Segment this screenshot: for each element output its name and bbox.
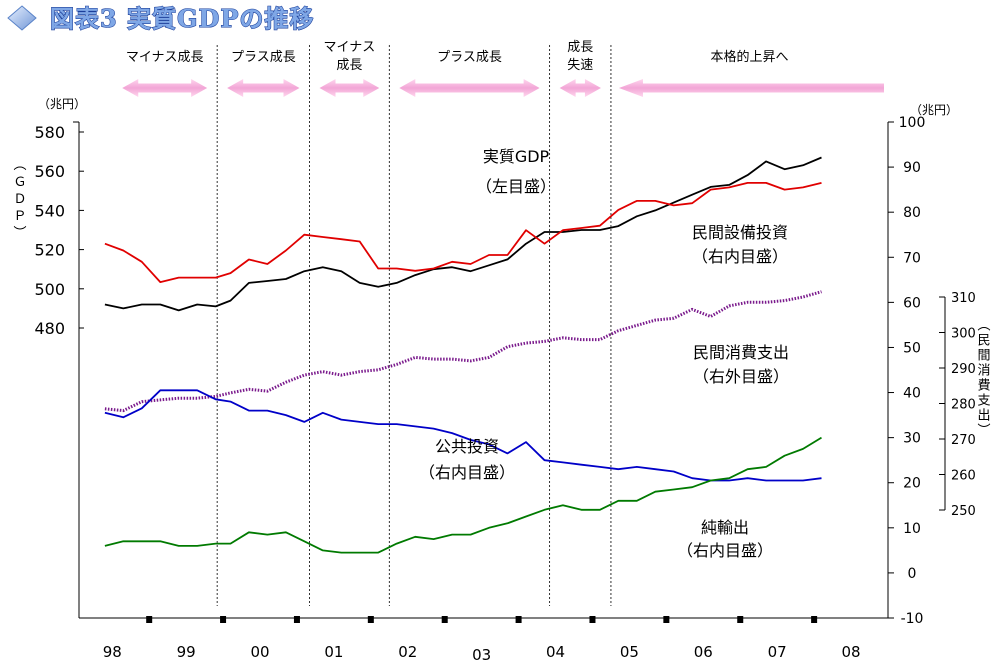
phase-label: 本格的上昇へ [710,49,788,65]
phase-arrow [122,79,208,97]
right-inner-tick-label: 0 [908,566,917,582]
phase-label: マイナス [324,40,376,55]
series-line-2 [104,290,822,413]
phase-arrow [227,79,300,97]
x-period-marker [441,616,448,623]
x-tick-label: 07 [768,643,787,660]
x-tick-label: 00 [250,643,269,660]
x-period-marker [811,616,818,623]
x-period-marker [515,616,522,623]
phase-label: マイナス成長 [126,50,204,65]
series-label-sub: （右内目盛） [692,247,788,266]
left-y-unit: （兆円） [38,97,86,111]
phase-label-line2: 失速 [567,58,593,73]
series-line-1 [104,181,822,284]
series-layer [104,156,822,554]
series-label: 実質GDP [483,147,550,166]
right-inner-tick-label: -10 [901,611,924,627]
series-label: 純輸出 [701,518,749,537]
right-outer-tick-label: 310 [951,291,976,306]
series-label-sub: （左目盛） [476,177,556,196]
right-inner-tick-label: 70 [903,250,921,266]
phase-arrow [618,79,884,97]
right-outer-tick-label: 280 [951,398,976,413]
left-y-tick-label: 540 [34,201,65,220]
right-inner-tick-label: 20 [903,476,921,492]
right-inner-tick-label: 90 [903,160,921,176]
right-inner-tick-label: 40 [903,386,921,402]
x-tick-label: 01 [324,643,343,660]
left-y-tick-label: 500 [34,280,65,299]
x-period-marker [663,616,670,623]
x-period-marker [220,616,227,623]
right-outer-tick-label: 250 [951,504,976,519]
right-outer-tick-label: 260 [951,469,976,484]
label-layer: 実質GDP （左目盛） 民間設備投資 （右内目盛） 民間消費支出 （右外目盛） 公共投資 （右… [419,147,789,560]
left-y-axis-title: （ＧＤＰ） [11,158,27,243]
diamond-icon [7,5,37,31]
left-y-tick-label: 560 [34,162,65,181]
x-period-marker [737,616,744,623]
right-outer-tick-label: 300 [951,327,976,342]
x-tick-label: 98 [103,643,122,660]
series-label-sub: （右内目盛） [419,463,515,482]
x-tick-label: 05 [620,643,639,660]
x-tick-label: 08 [842,643,861,660]
right-outer-axis-title: （民間消費支出） [975,318,991,438]
chart-title: 図表3 実質GDPの推移 [50,4,314,33]
series-line-0 [104,156,822,312]
x-tick-label: 03 [472,646,491,660]
phase-label: プラス成長 [231,50,296,65]
right-inner-tick-label: 60 [903,295,921,311]
x-period-marker [589,616,596,623]
right-outer-tick-label: 270 [951,433,976,448]
left-y-tick-label: 580 [34,123,65,142]
right-inner-tick-label: 100 [899,115,926,131]
series-line-3 [104,389,822,482]
series-line-4 [104,436,822,554]
right-inner-tick-label: 80 [903,205,921,221]
x-tick-label: 06 [694,643,713,660]
series-label-sub: （右外目盛） [693,367,789,386]
x-period-marker [367,616,374,623]
phase-label: 成長 [567,40,593,55]
right-inner-tick-label: 50 [903,340,921,356]
x-period-marker [146,616,153,623]
x-tick-label: 04 [546,643,565,660]
phase-label: プラス成長 [437,50,502,65]
series-label: 民間消費支出 [693,343,789,362]
right-inner-tick-label: 10 [903,521,921,537]
phase-arrow [319,79,380,97]
x-tick-label: 99 [177,643,196,660]
right-inner-unit: （兆円） [910,103,958,117]
series-label: 公共投資 [435,437,499,456]
phase-label-line2: 成長 [336,58,362,73]
right-outer-tick-label: 290 [951,362,976,377]
right-inner-tick-label: 30 [903,431,921,447]
x-tick-label: 02 [398,643,417,660]
x-period-marker [293,616,300,623]
phase-arrow [559,79,601,97]
series-label: 民間設備投資 [692,223,788,242]
phase-arrow [399,79,540,97]
left-y-tick-label: 520 [34,241,65,260]
title-block: 図表3 実質GDPの推移 [7,3,314,34]
series-label-sub: （右内目盛） [677,541,773,560]
left-y-tick-label: 480 [34,319,65,338]
